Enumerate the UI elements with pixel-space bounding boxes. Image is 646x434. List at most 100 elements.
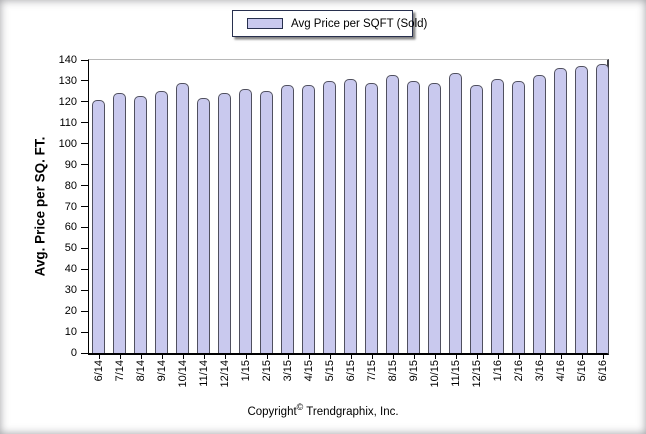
bar-12-14 [218, 93, 231, 353]
x-tick-mark-2-15 [266, 355, 268, 359]
x-tick-mark-10-15 [434, 355, 436, 359]
x-tick-label-5-15: 5/15 [323, 360, 336, 382]
bar-9-14 [155, 91, 168, 353]
x-tick-label-4-16: 4/16 [554, 360, 567, 382]
copyright-company: Trendgraphix, Inc. [306, 405, 399, 418]
y-tick-label-50: 50 [64, 242, 77, 255]
bar-12-15 [470, 85, 483, 353]
x-tick-mark-9-15 [413, 355, 415, 359]
y-tick-label-30: 30 [64, 284, 77, 297]
x-tick-label-7-14: 7/14 [113, 360, 126, 382]
bar-4-16 [554, 68, 567, 353]
y-tick-label-90: 90 [64, 158, 77, 171]
x-tick-label-3-16: 3/16 [533, 360, 546, 382]
x-tick-mark-7-14 [119, 355, 121, 359]
x-tick-mark-12-14 [224, 355, 226, 359]
y-tick-mark-60 [81, 226, 88, 228]
copyright-text: Copyright© Trendgraphix, Inc. [0, 402, 646, 418]
x-tick-label-8-15: 8/15 [386, 360, 399, 382]
y-tick-mark-70 [81, 206, 88, 207]
bar-2-15 [260, 91, 273, 353]
plot-area [88, 59, 609, 355]
y-tick-mark-140 [81, 59, 88, 61]
x-tick-mark-10-14 [182, 355, 184, 359]
x-tick-mark-6-14 [98, 355, 100, 359]
x-tick-label-12-14: 12/14 [218, 360, 231, 388]
copyright-prefix: Copyright [247, 405, 297, 418]
x-tick-label-2-16: 2/16 [512, 360, 525, 382]
y-tick-label-80: 80 [64, 179, 77, 192]
x-tick-label-1-16: 1/16 [491, 360, 504, 382]
bar-11-15 [449, 73, 462, 353]
legend-box: Avg Price per SQFT (Sold) [232, 10, 427, 37]
x-tick-label-2-15: 2/15 [260, 360, 273, 382]
y-tick-mark-20 [81, 310, 88, 312]
x-tick-label-4-15: 4/15 [302, 360, 315, 382]
y-tick-label-10: 10 [64, 326, 77, 339]
bar-3-16 [533, 75, 546, 353]
x-tick-label-6-14: 6/14 [92, 360, 105, 382]
x-tick-mark-1-16 [497, 355, 499, 359]
bar-7-15 [365, 83, 378, 353]
y-tick-label-20: 20 [64, 305, 77, 318]
bar-4-15 [302, 85, 315, 353]
y-tick-mark-50 [81, 247, 88, 249]
x-tick-label-6-16: 6/16 [596, 360, 609, 382]
y-tick-label-140: 140 [58, 54, 77, 66]
y-tick-mark-30 [81, 289, 88, 291]
bar-11-14 [197, 98, 210, 353]
x-tick-mark-2-16 [518, 355, 520, 359]
x-tick-label-1-15: 1/15 [239, 360, 252, 382]
y-tick-mark-90 [81, 164, 88, 166]
bar-8-14 [134, 96, 147, 353]
x-tick-mark-4-15 [308, 355, 310, 359]
bar-1-16 [491, 79, 504, 353]
x-tick-mark-11-15 [455, 355, 457, 359]
x-tick-label-9-15: 9/15 [407, 360, 420, 382]
bar-5-15 [323, 81, 336, 353]
y-tick-mark-110 [81, 122, 88, 124]
x-tick-label-10-14: 10/14 [176, 360, 189, 388]
x-tick-label-9-14: 9/14 [155, 360, 168, 382]
y-tick-mark-0 [81, 352, 88, 354]
y-tick-label-60: 60 [64, 221, 77, 234]
x-tick-label-3-15: 3/15 [281, 360, 294, 382]
x-tick-label-7-15: 7/15 [365, 360, 378, 382]
y-tick-mark-10 [81, 331, 88, 333]
bar-7-14 [113, 93, 126, 353]
y-tick-label-110: 110 [59, 116, 77, 129]
y-tick-mark-100 [81, 143, 88, 145]
bar-1-15 [239, 89, 252, 353]
bar-3-15 [281, 85, 294, 353]
bar-6-14 [92, 100, 105, 353]
x-tick-label-11-14: 11/14 [197, 360, 210, 387]
x-tick-label-5-16: 5/16 [575, 360, 588, 382]
y-tick-label-120: 120 [58, 95, 77, 108]
x-tick-label-8-14: 8/14 [134, 360, 147, 382]
x-tick-mark-4-16 [560, 355, 562, 359]
bar-2-16 [512, 81, 525, 353]
bar-10-15 [428, 83, 441, 353]
x-tick-mark-7-15 [371, 355, 373, 359]
x-tick-label-10-15: 10/15 [428, 360, 441, 388]
y-tick-mark-130 [81, 80, 88, 82]
y-tick-mark-40 [81, 268, 88, 270]
x-tick-mark-1-15 [245, 355, 247, 359]
legend-swatch [247, 18, 283, 29]
bar-9-15 [407, 81, 420, 353]
x-tick-mark-3-16 [539, 355, 541, 359]
legend-label: Avg Price per SQFT (Sold) [291, 17, 428, 30]
x-tick-mark-9-14 [161, 355, 163, 359]
x-tick-label-6-15: 6/15 [344, 360, 357, 382]
x-tick-mark-6-15 [350, 355, 352, 359]
y-tick-label-100: 100 [58, 137, 77, 150]
y-tick-label-40: 40 [64, 263, 77, 276]
x-tick-mark-3-15 [287, 355, 289, 359]
bar-8-15 [386, 75, 399, 353]
x-tick-mark-5-16 [581, 355, 583, 359]
x-tick-mark-6-16 [602, 355, 604, 359]
y-tick-mark-80 [81, 185, 88, 187]
y-tick-label-130: 130 [58, 74, 77, 87]
bar-10-14 [176, 83, 189, 353]
